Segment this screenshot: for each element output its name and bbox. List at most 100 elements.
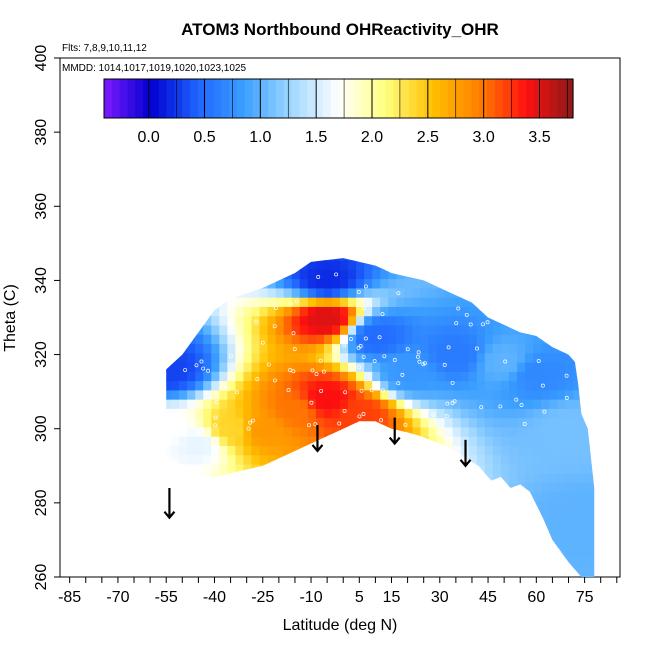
heatmap-cell	[444, 260, 454, 270]
heatmap-cell	[348, 324, 357, 335]
heatmap-cell	[299, 473, 309, 484]
heatmap-cell	[323, 343, 333, 354]
heatmap-cell	[315, 501, 325, 511]
heatmap-cell	[323, 463, 333, 474]
heatmap-cell	[452, 334, 462, 345]
heatmap-cell	[476, 408, 486, 419]
heatmap-cell	[348, 463, 357, 474]
heatmap-cell	[436, 343, 446, 354]
heatmap-cell	[533, 380, 542, 391]
heatmap-cell	[315, 258, 325, 261]
heatmap-cell	[315, 538, 325, 548]
heatmap-cell	[348, 361, 357, 372]
heatmap-cell	[388, 278, 397, 289]
heatmap-cell	[460, 482, 470, 493]
heatmap-cell	[589, 454, 595, 465]
heatmap-cell	[219, 565, 228, 576]
heatmap-cell	[549, 426, 558, 437]
heatmap-cell	[468, 417, 478, 428]
heatmap-cell	[267, 547, 277, 558]
heatmap-cell	[203, 315, 212, 326]
heatmap-cell	[323, 454, 333, 465]
heatmap-cell	[267, 287, 277, 298]
heatmap-cell	[404, 538, 414, 548]
heatmap-cell	[484, 473, 494, 484]
heatmap-cell	[323, 473, 333, 484]
heatmap-cell	[356, 315, 365, 326]
heatmap-cell	[388, 491, 397, 502]
obs-point	[356, 345, 361, 350]
heatmap-cell	[364, 352, 373, 363]
heatmap-cell	[444, 258, 454, 261]
heatmap-cell	[597, 445, 606, 455]
heatmap-cell	[388, 519, 397, 530]
heatmap-cell	[525, 399, 534, 409]
heatmap-cell	[573, 297, 582, 307]
heatmap-cell	[243, 491, 253, 502]
heatmap-cell	[517, 306, 526, 317]
heatmap-cell	[541, 260, 550, 270]
obs-point	[522, 422, 527, 426]
obs-point	[566, 342, 571, 347]
heatmap-cell	[589, 260, 595, 270]
heatmap-cell	[444, 510, 454, 521]
heatmap-cell	[179, 361, 188, 372]
heatmap-cell	[508, 380, 518, 391]
heatmap-cell	[565, 242, 574, 252]
obs-point	[380, 388, 385, 393]
heatmap-cell	[541, 528, 550, 539]
heatmap-cell	[565, 352, 574, 363]
heatmap-cell	[460, 258, 470, 261]
x-tick-label: 60	[527, 589, 545, 606]
heatmap-cell	[356, 538, 365, 548]
heatmap-cell	[267, 258, 277, 261]
heatmap-cell	[444, 343, 454, 354]
heatmap-cell	[259, 260, 269, 270]
colorbar-segment	[307, 79, 316, 118]
heatmap-cell	[243, 287, 253, 298]
obs-point	[334, 272, 339, 277]
x-tick-label: -85	[58, 589, 81, 606]
heatmap-cell	[452, 482, 462, 493]
heatmap-cell	[404, 343, 414, 354]
heatmap-cell	[508, 260, 518, 270]
heatmap-cell	[468, 408, 478, 419]
heatmap-cell	[396, 315, 405, 326]
heatmap-cell	[251, 436, 261, 446]
heatmap-cell	[283, 278, 293, 289]
heatmap-cell	[589, 501, 595, 511]
obs-point	[369, 388, 374, 393]
heatmap-cell	[219, 417, 228, 428]
heatmap-cell	[525, 408, 534, 419]
obs-point	[416, 354, 420, 359]
heatmap-cell	[195, 482, 204, 493]
heatmap-cell	[243, 445, 253, 456]
heatmap-cell	[436, 426, 446, 437]
heatmap-cell	[283, 260, 293, 270]
heatmap-cell	[589, 491, 595, 502]
heatmap-cell	[388, 380, 397, 391]
heatmap-cell	[460, 361, 470, 372]
heatmap-cell	[299, 491, 309, 502]
heatmap-cell	[235, 399, 245, 409]
heatmap-cell	[235, 445, 245, 456]
heatmap-cell	[597, 538, 606, 548]
heatmap-cell	[517, 297, 526, 307]
heatmap-cell	[171, 547, 180, 558]
heatmap-cell	[323, 399, 333, 409]
heatmap-cell	[219, 426, 228, 437]
heatmap-cell	[259, 306, 269, 317]
heatmap-cell	[428, 426, 438, 437]
heatmap-cell	[235, 491, 245, 502]
heatmap-cell	[348, 315, 357, 326]
heatmap-cell	[235, 519, 245, 530]
heatmap-cell	[211, 287, 220, 298]
heatmap-cell	[500, 417, 510, 428]
heatmap-cell	[549, 436, 558, 446]
obs-point	[260, 340, 265, 345]
heatmap-cell	[508, 528, 518, 539]
heatmap-cell	[275, 445, 285, 456]
heatmap-cell	[452, 501, 462, 511]
colorbar-segment	[189, 79, 199, 118]
heatmap-cell	[219, 491, 228, 502]
